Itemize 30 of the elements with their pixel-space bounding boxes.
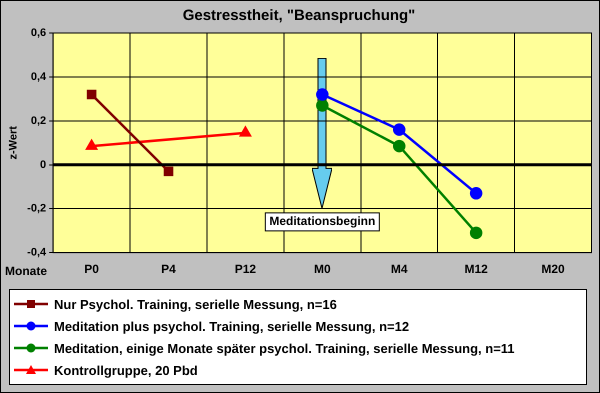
point bbox=[86, 90, 96, 100]
x-axis-title: Monate bbox=[5, 264, 48, 278]
x-tick-label: M12 bbox=[464, 262, 488, 276]
y-tick-label: 0,2 bbox=[30, 114, 46, 127]
point bbox=[240, 126, 251, 137]
y-tick-label: -0,4 bbox=[27, 246, 48, 259]
y-tick-label: -0,2 bbox=[27, 202, 46, 215]
point bbox=[316, 88, 329, 101]
chart-title: Gestresstheit, "Beanspruchung" bbox=[182, 7, 416, 24]
point bbox=[316, 99, 329, 112]
annotation: Meditationsbeginn bbox=[269, 214, 376, 228]
y-tick-label: 0 bbox=[40, 158, 46, 171]
x-tick-label: M0 bbox=[314, 262, 331, 276]
point bbox=[392, 140, 406, 152]
x-tick-label: M4 bbox=[390, 262, 408, 276]
legend-label: Kontrollgruppe, 20 Pbd bbox=[54, 362, 198, 378]
point bbox=[392, 123, 406, 136]
y-axis-title: z-Wert bbox=[8, 126, 20, 160]
point bbox=[470, 226, 482, 240]
x-tick-label: P4 bbox=[161, 262, 176, 276]
legend-label: Meditation, einige Monate später psychol. Training, serielle Messung, n=11 bbox=[54, 340, 515, 356]
y-tick-label: 0,4 bbox=[30, 70, 48, 83]
point bbox=[164, 166, 174, 176]
x-tick-label: P12 bbox=[234, 262, 256, 276]
legend-label: Meditation plus psychol. Training, serielle Messung, n=12 bbox=[54, 318, 410, 334]
legend-label: Nur Psychol. Training, serielle Messung, n=16 bbox=[54, 296, 337, 312]
y-tick-label: 0,6 bbox=[30, 27, 46, 40]
point bbox=[470, 187, 482, 200]
x-tick-label: P0 bbox=[84, 262, 100, 276]
x-tick-label: M20 bbox=[541, 262, 566, 276]
